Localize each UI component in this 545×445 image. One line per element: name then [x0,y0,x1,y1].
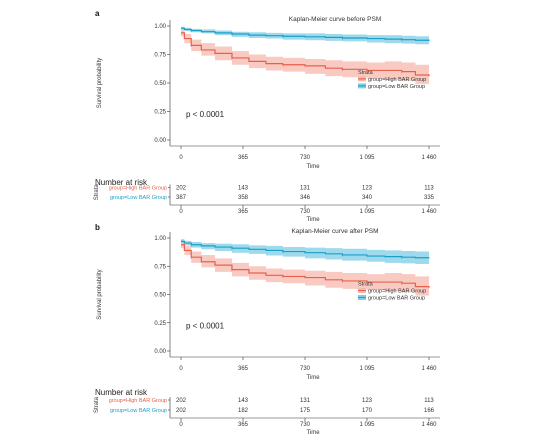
risk-count: 202 [176,398,187,404]
legend-label: group=High BAR Group [368,77,426,83]
x-tick-label: 1 460 [421,366,437,372]
risk-count: 335 [424,195,435,201]
risk-count: 387 [176,195,187,201]
risk-x-tick-label: 1 460 [421,209,437,215]
y-tick-label: 0.50 [154,293,166,299]
risk-x-tick-label: 730 [300,209,311,215]
risk-count: 358 [238,195,249,201]
y-tick-label: 0.75 [154,53,166,59]
y-axis-label: Survival probability [97,58,103,108]
ci-band-high [181,29,429,86]
risk-count: 131 [300,398,311,404]
risk-row-label: group=High BAR Group [109,398,167,404]
risk-strata-label: Strata [94,184,100,201]
chart-title: Kaplan-Meier curve before PSM [289,16,382,23]
risk-x-tick-label: 1 460 [421,422,437,428]
chart-title: Kaplan-Meier curve after PSM [291,228,378,235]
legend-title: Strata [358,70,374,76]
risk-count: 113 [424,186,434,192]
panel-b: b Kaplan-Meier curve after PSM 0.00 0.25 0.5… [94,223,440,436]
x-tick-label: 1 460 [421,155,437,161]
y-tick-label: 0.75 [154,264,166,270]
panel-a: a Kaplan-Meier curve before PSM 0.00 0.25 0.… [94,9,440,223]
legend-title: Strata [358,281,374,287]
x-tick-label: 1 095 [359,155,375,161]
risk-x-tick-label: 0 [179,209,183,215]
y-tick-label: 0.25 [154,321,166,327]
x-tick-label: 0 [179,155,183,161]
y-tick-label: 0.00 [154,138,166,144]
p-value: p < 0.0001 [186,321,225,330]
risk-count: 113 [424,398,434,404]
risk-x-tick-label: 365 [238,209,249,215]
risk-count: 166 [424,408,435,414]
risk-row-label: group=Low BAR Group [110,195,167,201]
y-tick-label: 1.00 [154,236,166,242]
risk-count: 123 [362,186,373,192]
risk-row-label: group=High BAR Group [109,186,167,192]
risk-count: 346 [300,195,311,201]
legend-label: group=Low BAR Group [368,84,425,90]
x-tick-label: 1 095 [359,366,375,372]
risk-x-tick-label: 730 [300,422,311,428]
risk-x-tick-label: 0 [179,422,183,428]
legend-label: group=Low BAR Group [368,295,425,301]
x-tick-label: 0 [179,366,183,372]
risk-x-axis-label: Time [306,217,320,223]
x-tick-label: 365 [238,366,249,372]
risk-strata-label: Strata [94,396,100,413]
risk-row-label: group=Low BAR Group [110,408,167,414]
x-axis-label: Time [306,164,320,170]
risk-count: 123 [362,398,373,404]
risk-count: 175 [300,408,311,414]
risk-count: 170 [362,408,373,414]
p-value: p < 0.0001 [186,110,225,119]
risk-count: 182 [238,408,249,414]
risk-table-title: Number at risk [95,178,148,187]
y-tick-label: 1.00 [154,24,166,30]
risk-count: 202 [176,186,187,192]
y-tick-label: 0.50 [154,81,166,87]
x-tick-label: 730 [300,155,311,161]
panel-letter: a [95,9,100,18]
x-tick-label: 730 [300,366,311,372]
ci-band-high [181,241,429,297]
risk-x-axis-label: Time [306,430,320,436]
y-tick-label: 0.00 [154,349,166,355]
risk-x-tick-label: 1 095 [359,209,375,215]
risk-x-tick-label: 365 [238,422,249,428]
risk-count: 143 [238,186,249,192]
risk-count: 143 [238,398,249,404]
risk-count: 340 [362,195,373,201]
risk-count: 202 [176,408,187,414]
panel-letter: b [95,223,100,232]
y-tick-label: 0.25 [154,110,166,116]
risk-count: 131 [300,186,311,192]
risk-table-title: Number at risk [95,388,148,397]
x-tick-label: 365 [238,155,249,161]
x-axis-label: Time [306,375,320,381]
legend-label: group=High BAR Group [368,288,426,294]
risk-x-tick-label: 1 095 [359,422,375,428]
y-axis-label: Survival probability [97,269,103,319]
